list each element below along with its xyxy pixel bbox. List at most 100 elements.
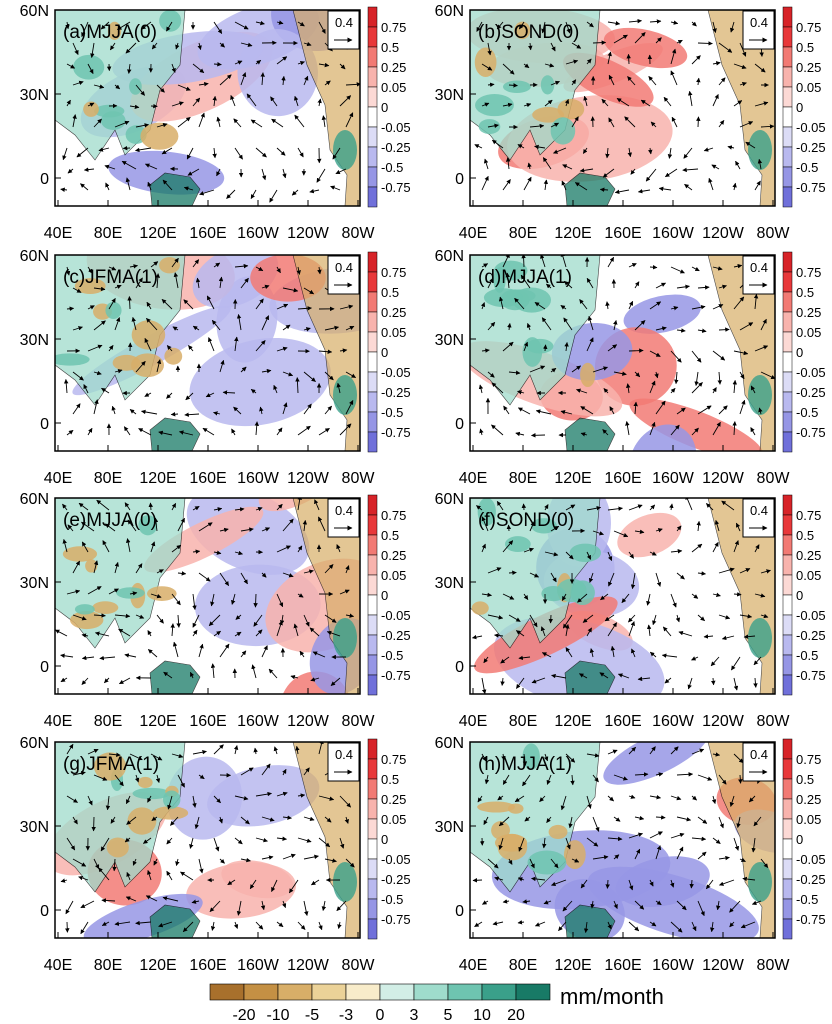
y-tick-label: 0 (40, 416, 49, 433)
colorbar-swatch (782, 351, 793, 373)
land-anomaly (748, 618, 772, 658)
x-tick-label: 160W (652, 470, 695, 487)
y-tick-label: 60N (435, 3, 464, 20)
colorbar-label: 0.05 (381, 812, 406, 827)
colorbar-label: -0.5 (381, 160, 403, 175)
precip-swatch (345, 983, 381, 1001)
land-anomaly (475, 93, 514, 117)
colorbar-label: 0.25 (796, 548, 821, 563)
y-tick-label: 60N (20, 491, 49, 508)
y-tick-label: 0 (40, 171, 49, 188)
x-tick-label: 80E (94, 470, 122, 487)
land-anomaly (494, 260, 528, 281)
y-tick-label: 30N (20, 819, 49, 836)
x-tick-label: 40E (459, 470, 487, 487)
precip-tick-label: 10 (473, 1007, 491, 1024)
colorbar-label: 0 (381, 100, 388, 115)
land-anomaly (477, 801, 516, 813)
precip-swatch (379, 983, 415, 1001)
x-tick-label: 80W (342, 713, 376, 730)
colorbar-label: 0.75 (381, 752, 406, 767)
panel-colorbar: 0.75 0.5 0.25 0.05 0 -0.05 -0.25 -0.5 -0.75 (782, 738, 826, 940)
colorbar-swatch (367, 351, 378, 373)
colorbar-swatch (367, 391, 378, 413)
land-anomaly (116, 587, 145, 599)
colorbar-swatch (367, 431, 378, 453)
colorbar-swatch (782, 291, 793, 313)
colorbar-swatch (367, 186, 378, 208)
x-tick-label: 80W (757, 470, 791, 487)
colorbar-swatch (367, 46, 378, 68)
precip-tick-label: 20 (507, 1007, 525, 1024)
colorbar-swatch (367, 758, 378, 780)
wind-vectors (63, 257, 357, 436)
colorbar-label: -0.05 (796, 608, 826, 623)
colorbar-label: -0.05 (381, 852, 411, 867)
maritime-land (149, 660, 201, 694)
precip-swatch (481, 983, 517, 1001)
y-tick-label: 0 (455, 659, 464, 676)
maritime-land (564, 904, 616, 938)
x-tick-label: 160W (652, 225, 695, 242)
colorbar-label: 0.75 (796, 752, 821, 767)
x-tick-label: 80E (509, 957, 537, 974)
land-anomaly (748, 130, 772, 170)
colorbar-swatch (782, 251, 793, 273)
colorbar-swatch (367, 166, 378, 188)
x-tick-label: 160W (652, 713, 695, 730)
land-anomaly (333, 618, 357, 658)
colorbar-label: -0.75 (796, 912, 826, 927)
colorbar-label: -0.75 (796, 425, 826, 440)
colorbar-swatch (782, 371, 793, 393)
y-tick-label: 30N (435, 87, 464, 104)
x-tick-label: 80W (757, 713, 791, 730)
map-panel: (g)JFMA(1) 0.4 60N 30N 0 40E 80E 120E 160E 160W 12… (20, 735, 411, 974)
wind-vectors (472, 746, 769, 934)
colorbar-label: 0.05 (381, 80, 406, 95)
precip-unit: mm/month (560, 984, 664, 1009)
colorbar-label: 0.05 (796, 325, 821, 340)
land-anomaly (132, 787, 171, 800)
land-anomaly (55, 353, 90, 366)
y-tick-label: 30N (435, 575, 464, 592)
panel-colorbar: 0.75 0.5 0.25 0.05 0 -0.05 -0.25 -0.5 -0.75 (367, 251, 411, 453)
panel-label: (d)MJJA(1) (478, 267, 572, 288)
land-anomaly (514, 21, 531, 40)
land-anomaly (127, 807, 157, 835)
y-tick-label: 30N (435, 332, 464, 349)
land-anomaly (540, 75, 555, 95)
y-tick-label: 0 (455, 903, 464, 920)
colorbar-label: 0 (796, 588, 803, 603)
x-tick-label: 80E (94, 713, 122, 730)
colorbar-label: 0.25 (796, 792, 821, 807)
colorbar-label: 0.25 (381, 60, 406, 75)
colorbar-label: 0 (381, 832, 388, 847)
x-tick-label: 80E (94, 957, 122, 974)
land-anomaly (522, 337, 543, 367)
colorbar-label: 0.75 (796, 508, 821, 523)
panel-colorbar: 0.75 0.5 0.25 0.05 0 -0.05 -0.25 -0.5 -0.75 (367, 494, 411, 696)
x-tick-label: 40E (44, 713, 72, 730)
land-anomaly (532, 107, 565, 123)
x-tick-label: 40E (44, 957, 72, 974)
y-tick-label: 60N (20, 248, 49, 265)
colorbar-label: 0.75 (381, 265, 406, 280)
colorbar-swatch (782, 838, 793, 860)
panel-label: (f)SOND(0) (478, 510, 574, 531)
colorbar-swatch (367, 311, 378, 333)
colorbar-label: -0.25 (796, 628, 826, 643)
land-anomaly (491, 821, 510, 840)
land-anomaly (569, 543, 602, 563)
x-tick-label: 120E (554, 713, 591, 730)
land-anomaly (73, 54, 105, 80)
x-tick-label: 40E (44, 470, 72, 487)
colorbar-swatch (782, 411, 793, 433)
x-tick-label: 120E (554, 470, 591, 487)
precip-tick-label: -10 (266, 1007, 289, 1024)
panel-colorbar: 0.75 0.5 0.25 0.05 0 -0.05 -0.25 -0.5 -0.75 (367, 6, 411, 208)
wind-vectors (474, 18, 775, 195)
colorbar-label: 0.05 (381, 325, 406, 340)
colorbar-swatch (782, 758, 793, 780)
colorbar-label: 0.5 (381, 40, 399, 55)
land-anomaly (131, 353, 164, 378)
